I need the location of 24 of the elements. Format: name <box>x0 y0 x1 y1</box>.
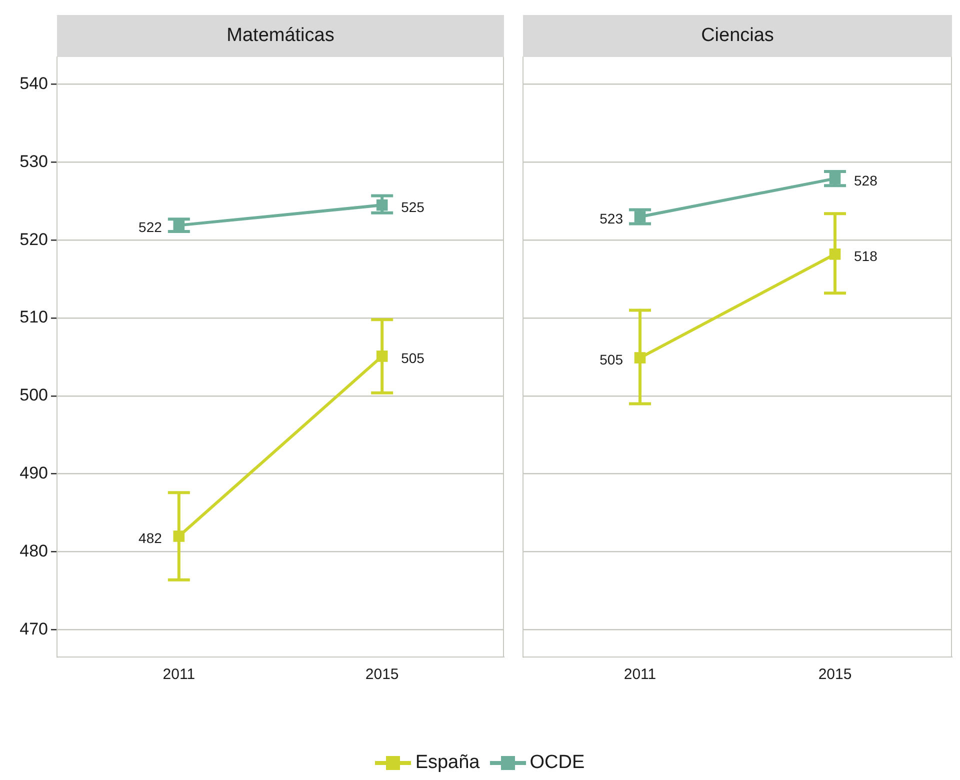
data-label: 518 <box>854 248 878 264</box>
x-tick-label: 2011 <box>162 666 196 684</box>
y-tick-label: 520 <box>20 230 48 249</box>
x-tick-label: 2015 <box>818 666 852 684</box>
x-tick-label: 2015 <box>365 666 399 684</box>
data-label: 525 <box>401 198 425 215</box>
chart-title: Matemáticas <box>57 15 504 57</box>
legend-label: España <box>415 752 480 774</box>
y-tick-label: 540 <box>20 74 48 93</box>
y-tick-label: 470 <box>20 619 48 638</box>
data-label: 482 <box>138 530 162 546</box>
y-tick-label: 530 <box>20 152 48 171</box>
chart-title: Ciencias <box>523 15 952 57</box>
x-tick-label: 2011 <box>624 666 656 684</box>
data-label: 522 <box>138 219 162 236</box>
data-label: 528 <box>854 172 878 188</box>
y-tick-label: 480 <box>20 541 48 560</box>
legend-label: OCDE <box>530 752 585 774</box>
y-tick-label: 490 <box>20 464 48 483</box>
data-label: 505 <box>600 352 624 368</box>
y-tick-label: 510 <box>20 308 48 327</box>
data-label: 523 <box>600 210 624 227</box>
data-label: 505 <box>401 350 425 366</box>
y-tick-label: 500 <box>20 386 48 405</box>
